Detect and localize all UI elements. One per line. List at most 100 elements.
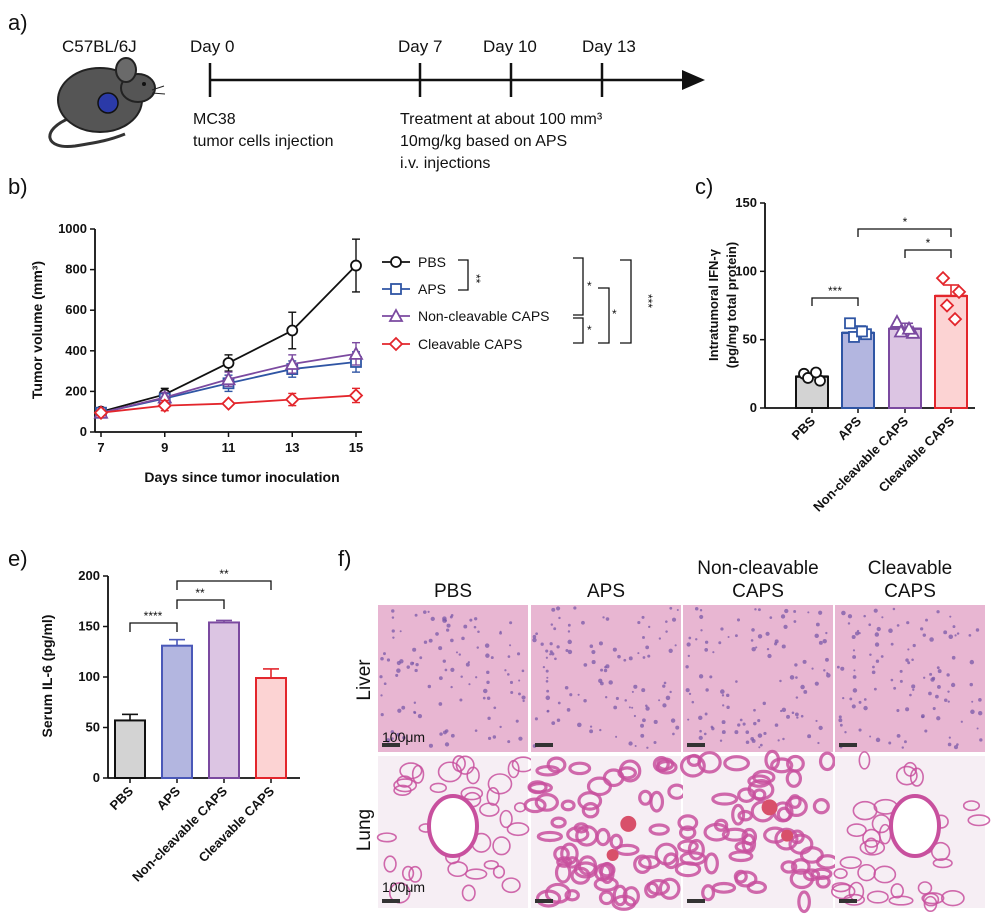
chart-e-bar [114,719,146,779]
chart-e-ytick-label: 150 [78,619,100,634]
nucleus-dot [566,708,571,712]
alveolus-wall [723,755,750,772]
nucleus-dot [924,729,928,733]
nucleus-dot [555,606,561,611]
nucleus-dot [807,734,812,739]
nucleus-dot [757,719,761,723]
column-title-pbs: PBS [434,581,472,602]
nucleus-dot [556,645,560,649]
alveolus-wall [764,749,781,771]
nucleus-dot [721,730,726,735]
alveolus-wall [570,866,591,885]
nucleus-dot [687,654,691,658]
alveolus-wall [506,822,530,837]
nucleus-dot [838,715,842,719]
alveolus-wall [833,868,848,879]
nucleus-dot [943,630,948,635]
nucleus-dot [893,686,897,690]
alveolus-wall [614,843,640,856]
chart-b-point [222,357,235,369]
sig-bracket-aps-cleav [857,228,952,237]
alveolus-wall [501,877,521,894]
blood-vessel [781,829,794,842]
nucleus-dot [793,620,797,623]
chart-c-data-point [901,320,917,335]
nucleus-dot [450,685,453,689]
nucleus-dot [947,690,950,693]
alveolus-wall [460,786,484,801]
nucleus-dot [391,629,395,633]
chart-b-significance: ** * * * *** [458,257,655,344]
nucleus-dot [858,728,862,732]
nucleus-dot [784,608,789,614]
nucleus-dot [565,649,569,653]
alveolus-wall [535,889,562,908]
alveolus-wall [408,865,423,883]
nucleus-dot [391,616,395,619]
nucleus-dot [645,706,650,711]
chart-b-ylabel: Tumor volume (mm³) [29,261,45,399]
histology-tile-lung-3 [830,751,991,913]
injection-note-line2: tumor cells injection [193,133,334,150]
nucleus-dot [569,693,573,697]
nucleus-dot [628,706,631,709]
nucleus-dot [751,646,756,652]
scale-bar [382,899,400,903]
panel-f: f) PBS APS Non-cleavable CAPS Cleavable … [338,546,991,914]
nucleus-dot [721,694,725,697]
nucleus-dot [800,684,805,690]
chart-b-ytick-label: 800 [65,262,87,277]
sig-label-aps-cleav: ** [219,567,229,581]
chart-c-data-point [856,325,868,338]
alveolus-wall [658,877,681,900]
nucleus-dot [604,696,608,699]
nucleus-dot [907,648,910,651]
alveolus-wall [890,883,904,899]
alveolus-wall [741,827,758,846]
alveolus-wall [747,774,772,788]
legend-marker [390,256,402,268]
alveolus-wall [492,865,506,879]
nucleus-dot [542,665,546,669]
chart-b-xtick-label: 13 [285,440,299,455]
nucleus-dot [599,728,602,732]
nucleus-dot [911,658,914,662]
nucleus-dot [899,669,903,673]
nucleus-dot [419,656,423,660]
nucleus-dot [948,634,954,639]
alveolus-wall [858,751,871,770]
nucleus-dot [876,626,881,632]
tissue-background [378,605,528,752]
nucleus-dot [558,616,561,620]
nucleus-dot [435,632,439,636]
histology-tile-liver-1 [531,605,681,752]
nucleus-dot [688,636,692,640]
nucleus-dot [873,687,877,691]
nucleus-dot [591,649,596,655]
nucleus-dot [852,675,857,679]
nucleus-dot [499,631,503,635]
mouse-eye [142,82,146,86]
nucleus-dot [817,741,820,745]
nucleus-dot [637,620,641,625]
sig-bracket-aps-noncleav [176,599,225,609]
histology-tile-liver-0 [378,605,528,752]
chart-e-xtick-label: APS [154,783,184,813]
panel-c: c) Intratumoral IFN-γ (pg/mg total prote… [695,174,975,515]
nucleus-dot [766,647,770,651]
nucleus-dot [802,659,807,664]
sig-label-aps-cleav: * [612,307,617,321]
nucleus-dot [669,690,672,694]
nucleus-dot [509,621,513,625]
nucleus-dot [978,711,983,716]
nucleus-dot [969,682,973,687]
alveolus-wall [550,816,567,829]
sig-label-aps-cleav: * [903,215,908,229]
nucleus-dot [815,622,820,627]
nucleus-dot [567,649,573,655]
nucleus-dot [509,644,512,647]
nucleus-dot [762,701,766,706]
nucleus-dot [380,656,384,661]
column-title-cleavable-line2: CAPS [884,581,936,602]
